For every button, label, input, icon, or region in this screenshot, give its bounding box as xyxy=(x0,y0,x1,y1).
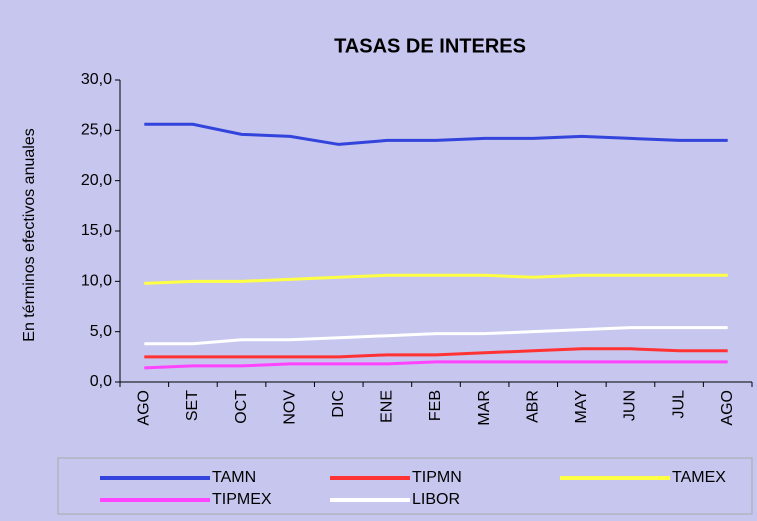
series-line xyxy=(144,347,728,359)
x-tick-label: JUN xyxy=(622,390,639,421)
y-tick-label: 30,0 xyxy=(81,71,112,88)
x-tick-label: MAR xyxy=(476,390,493,426)
x-tick-label: FEB xyxy=(427,390,444,421)
y-tick-label: 10,0 xyxy=(81,273,112,290)
y-axis-label: En términos efectivos anuales xyxy=(21,128,38,341)
series-line xyxy=(144,326,728,346)
y-tick-label: 15,0 xyxy=(81,222,112,239)
x-tick-label: DIC xyxy=(330,390,347,418)
series-line xyxy=(144,273,728,285)
legend-label: TIPMEX xyxy=(212,491,272,508)
legend-label: TIPMN xyxy=(412,469,462,486)
y-tick-label: 0,0 xyxy=(90,373,112,390)
x-tick-label: ENE xyxy=(379,390,396,423)
x-tick-label: AGO xyxy=(136,390,153,426)
chart-title: TASAS DE INTERES xyxy=(334,35,526,57)
legend-label: TAMEX xyxy=(672,469,726,486)
legend-label: TAMN xyxy=(212,469,256,486)
series-line xyxy=(144,122,728,146)
y-tick-label: 5,0 xyxy=(90,323,112,340)
x-tick-label: ABR xyxy=(524,390,541,423)
x-tick-label: JUL xyxy=(670,390,687,419)
x-tick-label: MAY xyxy=(573,390,590,424)
y-tick-label: 20,0 xyxy=(81,172,112,189)
legend-box xyxy=(57,457,753,515)
y-tick-label: 25,0 xyxy=(81,122,112,139)
x-tick-label: OCT xyxy=(233,390,250,424)
x-tick-label: SET xyxy=(184,390,201,421)
legend-label: LIBOR xyxy=(412,491,460,508)
series-line xyxy=(144,360,728,370)
x-tick-label: NOV xyxy=(281,390,298,425)
x-tick-label: AGO xyxy=(719,390,736,426)
